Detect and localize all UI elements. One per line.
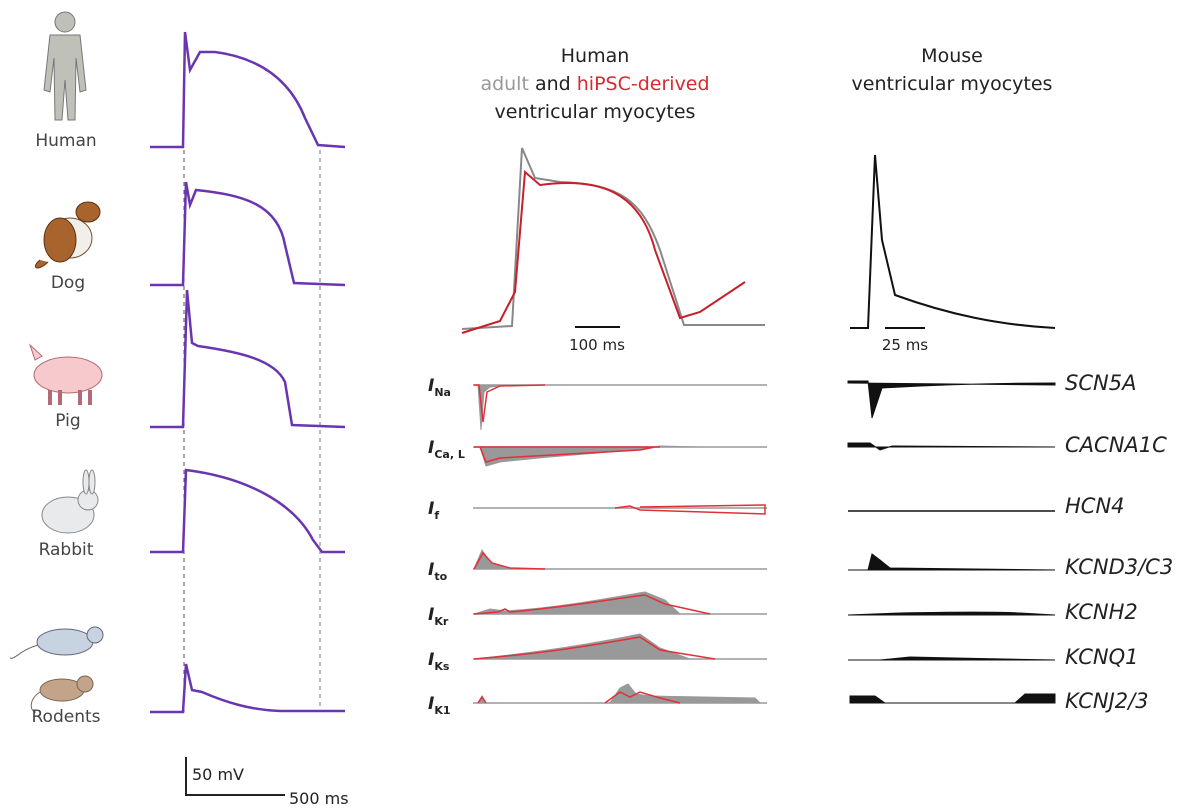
- species-label: Human: [35, 131, 96, 151]
- scale-label: 25 ms: [882, 336, 928, 354]
- gene-label: SCN5A: [1065, 371, 1136, 395]
- species-label: Pig: [55, 411, 80, 431]
- scale-label: 50 mV: [192, 765, 244, 784]
- gene-label: KCNJ2/3: [1065, 689, 1149, 713]
- header-subtitle: ventricular myocytes: [495, 101, 696, 123]
- mouse-action-potential: [850, 155, 1055, 328]
- current-label: INa: [428, 376, 451, 399]
- header-title: Mouse: [921, 45, 983, 67]
- species-icons: [10, 12, 103, 712]
- current-label: IKr: [428, 605, 449, 628]
- species-label: Rodents: [32, 707, 101, 727]
- figure: Human Dog Pig Rabbit Rodents 50 mV 500 m…: [0, 0, 1196, 807]
- current-subscript: f: [434, 509, 439, 522]
- gene-label: KCNH2: [1065, 600, 1138, 624]
- current-subscript: Na: [434, 386, 451, 399]
- current-subscript: Ca, L: [434, 448, 465, 461]
- gene-label: KCND3/C3: [1065, 555, 1173, 579]
- current-label: Ito: [428, 560, 448, 583]
- mouse-currents: [848, 381, 1055, 703]
- species-label: Rabbit: [39, 540, 94, 560]
- species-label: Dog: [51, 273, 85, 293]
- current-label: If: [428, 499, 439, 522]
- current-label: IK1: [428, 694, 451, 717]
- gene-label: KCNQ1: [1065, 645, 1138, 669]
- scale-label: 500 ms: [289, 789, 349, 807]
- current-subscript: to: [434, 570, 447, 583]
- scale-label: 100 ms: [569, 336, 625, 354]
- legend-hipsc: hiPSC-derived: [577, 73, 710, 95]
- header-subtitle: ventricular myocytes: [852, 73, 1053, 95]
- current-subscript: K1: [434, 704, 450, 717]
- human-currents: [473, 385, 767, 703]
- gene-label: HCN4: [1065, 494, 1125, 518]
- human-action-potentials: [462, 148, 765, 333]
- species-action-potentials: [150, 32, 345, 795]
- current-label: IKs: [428, 650, 450, 673]
- legend-adult: adult: [480, 73, 528, 95]
- current-label: ICa, L: [428, 438, 465, 461]
- header-title: Human: [561, 45, 630, 67]
- gene-label: CACNA1C: [1065, 433, 1167, 457]
- current-subscript: Ks: [434, 660, 450, 673]
- header-line: adult and hiPSC-derived: [480, 73, 709, 95]
- current-subscript: Kr: [434, 615, 449, 628]
- current-labels: INa ICa, L If Ito IKr IKs IK1 SCN5A CACNA1C HCN4 K…: [428, 371, 1173, 717]
- legend-and: and: [535, 73, 571, 95]
